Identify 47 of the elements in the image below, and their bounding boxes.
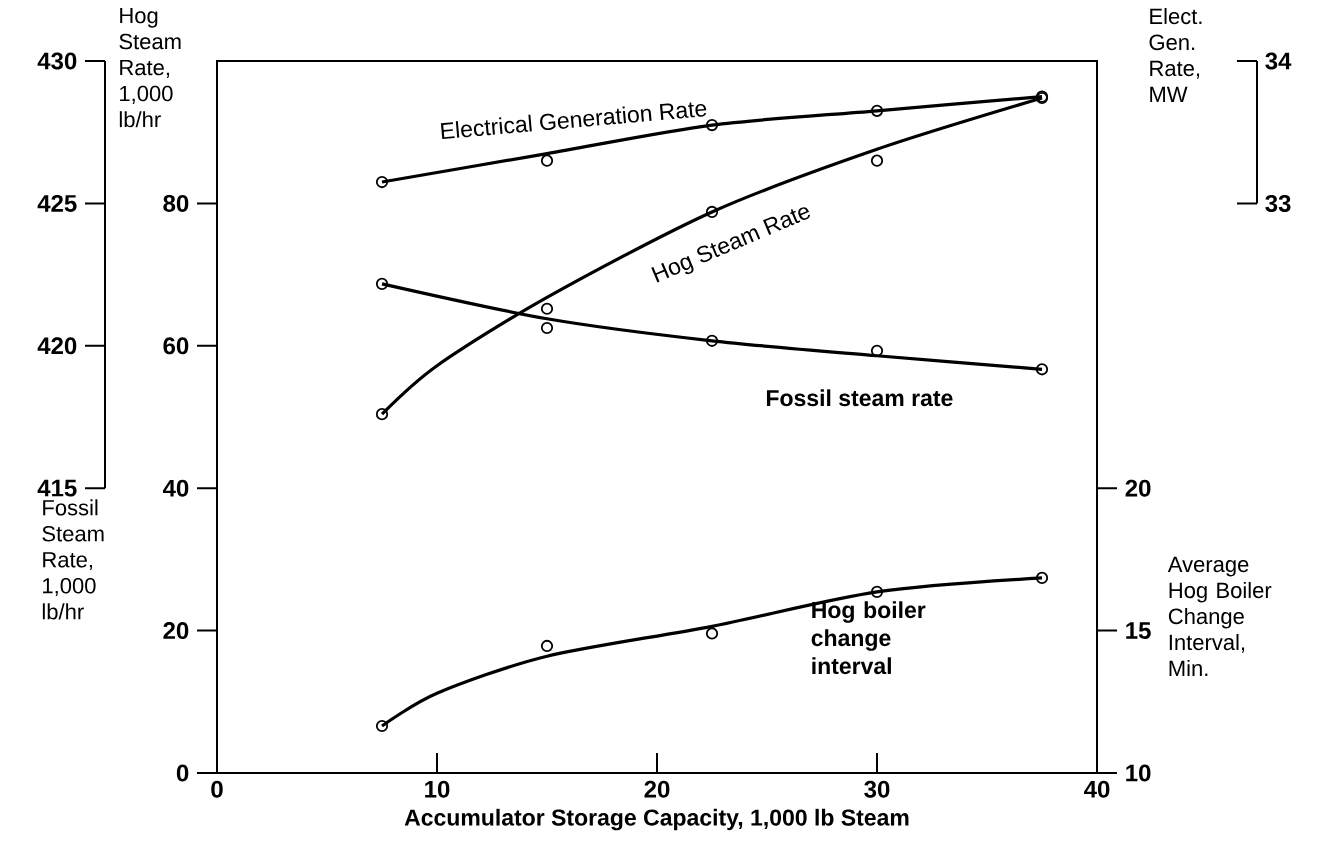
y2-tick-label: 15 <box>1126 622 1151 639</box>
point <box>540 639 554 653</box>
line-series <box>380 576 1044 728</box>
y-tick-label: 40 <box>162 479 189 497</box>
point <box>540 302 554 315</box>
x-tick-label: 30 <box>864 780 890 798</box>
y-tick-label: 80 <box>163 194 189 212</box>
point <box>540 321 554 335</box>
y3-tick-label: 425 <box>37 194 77 212</box>
point <box>705 205 719 219</box>
y-tick-label: 60 <box>163 337 189 355</box>
y3-tick-label: 420 <box>37 337 77 355</box>
point <box>870 104 884 117</box>
point <box>1035 571 1049 585</box>
point <box>705 627 719 640</box>
x-axis-title: Accumulator Storage Capacity, 1,000 lb Steam <box>404 808 909 831</box>
point <box>375 277 389 290</box>
point <box>375 719 389 733</box>
y-axis-title: Elect. Gen. Rate, MW <box>1149 7 1202 102</box>
x-tick-label: 0 <box>211 780 223 798</box>
point <box>375 408 389 421</box>
y2-axis-title: Average Hog Boiler Change Interval, Min. <box>1167 556 1272 676</box>
y3-tick-label: 415 <box>37 479 77 497</box>
y-axis-title: Fossil Steam Rate, 1,000 lb/hr <box>42 499 104 620</box>
series-label: Hog boiler change interval <box>811 601 926 675</box>
point <box>705 118 719 132</box>
y2-tick-label: 20 <box>1125 479 1151 497</box>
y-tick-label: 20 <box>163 622 189 640</box>
x-tick-label: 40 <box>1084 780 1110 798</box>
y2-tick-label: 10 <box>1126 764 1151 782</box>
series-label: Electrical Generation Rate <box>440 102 707 140</box>
point <box>540 154 554 167</box>
x-tick-label: 20 <box>644 780 670 798</box>
y-tick-label: 34 <box>1265 52 1292 70</box>
point <box>1035 363 1049 376</box>
y3-axis-title: Hog Steam Rate, 1,000 lb/hr <box>119 8 181 128</box>
series-label: Fossil steam rate <box>766 389 953 407</box>
point <box>375 175 389 189</box>
y-tick-label: 0 <box>176 764 189 782</box>
point <box>870 585 884 598</box>
y-tick-label: 33 <box>1265 194 1291 212</box>
y3-tick-label: 430 <box>37 52 77 70</box>
point <box>870 344 884 357</box>
text: Hog Steam Rate <box>651 207 810 283</box>
x-tick-label: 10 <box>425 780 450 798</box>
point <box>870 154 884 167</box>
point <box>705 334 719 347</box>
